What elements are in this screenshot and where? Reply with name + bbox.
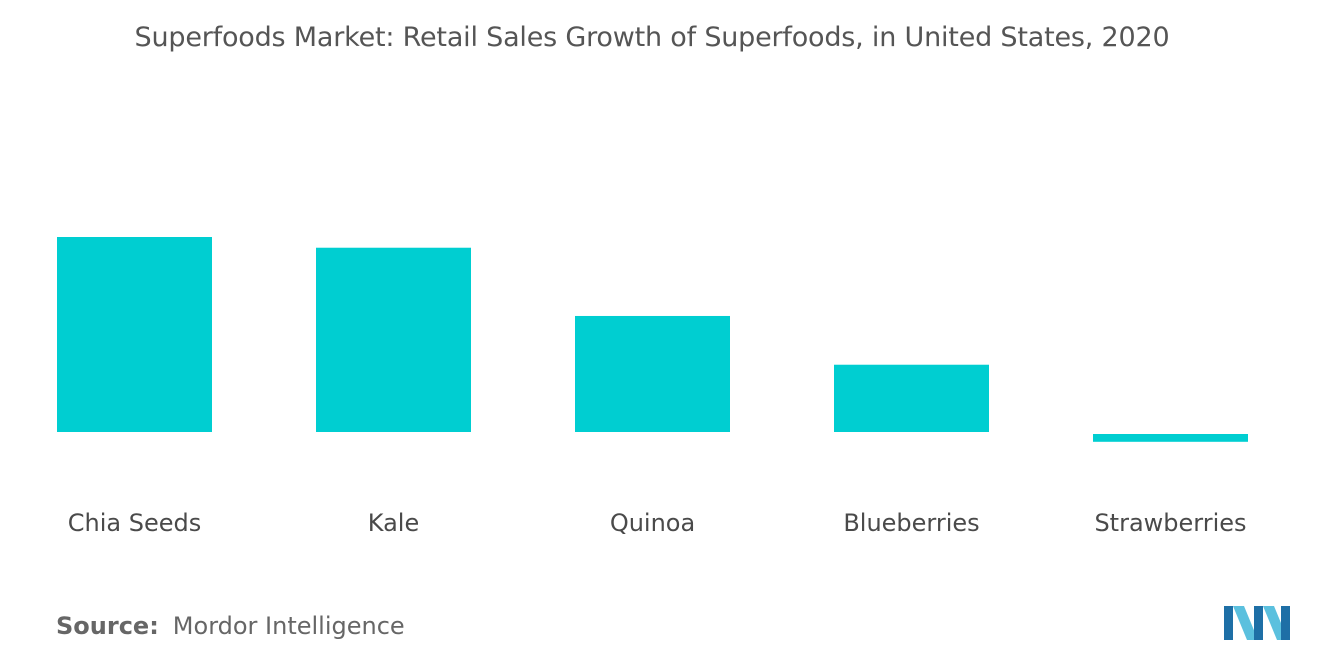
bar-blueberries — [834, 364, 989, 432]
x-tick-label: Kale — [368, 509, 419, 537]
x-tick-label: Blueberries — [843, 509, 979, 537]
bar-quinoa — [575, 315, 730, 432]
source-text: Mordor Intelligence — [172, 612, 405, 640]
bar-strawberries — [1093, 434, 1248, 442]
category-labels-group: Chia Seeds Kale Quinoa Blueberries Strawberr… — [68, 509, 1247, 537]
source-label: Source: — [56, 612, 159, 640]
bar-chia-seeds — [57, 237, 212, 432]
x-tick-label: Quinoa — [610, 509, 695, 537]
x-tick-label: Chia Seeds — [68, 509, 201, 537]
bars-group — [57, 237, 1248, 442]
source-note: Source: Mordor Intelligence — [56, 612, 405, 640]
bar-kale — [316, 247, 471, 432]
x-tick-label: Strawberries — [1094, 509, 1246, 537]
mordor-intelligence-logo-icon — [1224, 606, 1290, 640]
chart-title: Superfoods Market: Retail Sales Growth o… — [134, 22, 1170, 53]
